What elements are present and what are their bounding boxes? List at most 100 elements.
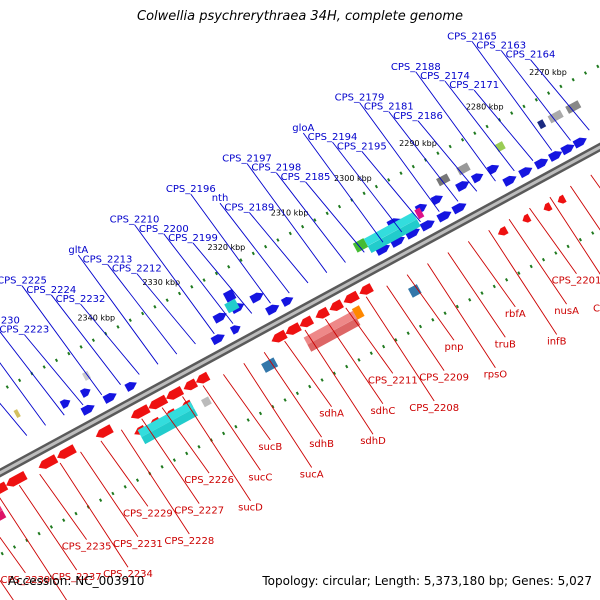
reverse-gene-arrow [183, 378, 199, 391]
guide-dot [123, 485, 127, 489]
gene-block-grey [200, 396, 212, 408]
reverse-gene-arrow [315, 306, 330, 319]
leader-line [0, 497, 68, 600]
forward-gene-arrow [533, 158, 549, 170]
gene-block-orange [351, 305, 365, 320]
gene-block-lime [494, 141, 506, 153]
leader-line [223, 374, 271, 441]
guide-dot [517, 271, 521, 275]
guide-dot [325, 211, 329, 216]
gene-label: CPS_2198 [251, 163, 301, 174]
gene-block-grey [565, 100, 582, 114]
leader-line [549, 196, 600, 275]
leader-line [263, 351, 322, 438]
guide-dot [62, 518, 66, 522]
accession-text: Accession: NC_003910 [8, 574, 145, 588]
gene-label: nth [212, 193, 229, 204]
guide-dot [492, 284, 496, 289]
leader-line [134, 224, 215, 335]
gene-block-salmon [307, 317, 361, 352]
leader-line [192, 242, 253, 314]
gene-label: CPS_2212 [112, 264, 162, 275]
reverse-gene-arrow [130, 404, 151, 419]
guide-dot [79, 345, 83, 349]
guide-dot [578, 237, 582, 242]
gene-label: CPS_2163 [476, 41, 526, 52]
gene-label: CPS_2230 [0, 315, 20, 326]
gene-label: CPS_2165 [447, 31, 497, 42]
forward-gene-arrow [486, 164, 500, 175]
kbp-tick-label: 2310 kbp [271, 209, 309, 218]
guide-dot [596, 64, 600, 69]
gene-label: gloA [292, 123, 314, 134]
gene-label: truB [495, 339, 516, 350]
gene-block-cyan [141, 408, 198, 445]
gene-label: CPS_2201 [552, 276, 600, 287]
leader-line [304, 329, 374, 435]
gene-label: sdhD [360, 436, 386, 447]
gene-block-grey [456, 162, 471, 176]
leader-line [50, 294, 121, 385]
leader-line [80, 451, 139, 538]
leader-line [305, 181, 365, 253]
leader-line [275, 172, 346, 263]
reverse-gene-arrow [195, 371, 211, 384]
leader-line [386, 285, 445, 371]
gene-label: CPS_2171 [449, 80, 499, 91]
guide-dot [74, 511, 78, 516]
leader-line [345, 307, 394, 374]
guide-dot [566, 244, 570, 249]
gene-label: CPS_2189 [224, 202, 274, 213]
leader-line [182, 396, 251, 501]
kbp-tick-label: 2320 kbp [208, 243, 246, 252]
leader-line [365, 296, 435, 402]
gene-block-pink [0, 510, 7, 536]
forward-gene-arrow [470, 173, 484, 184]
guide-dot [5, 385, 9, 389]
gene-label: CPS_2186 [393, 111, 443, 122]
reverse-gene-arrow [557, 194, 567, 204]
guide-dot [222, 431, 226, 436]
guide-dot [49, 525, 53, 529]
forward-gene-arrow [572, 137, 587, 149]
leader-line [447, 252, 506, 338]
leader-line [427, 263, 496, 368]
upper-guide-dots [5, 64, 600, 389]
leader-line [0, 331, 65, 416]
gene-label: CPS_2185 [281, 172, 331, 183]
leader-line [23, 334, 84, 406]
kbp-tick-label: 2280 kbp [466, 103, 504, 112]
guide-dot [185, 451, 189, 456]
leader-line [161, 407, 210, 474]
forward-gene-arrow [436, 211, 452, 223]
guide-dot [251, 251, 255, 256]
forward-gene-arrow [560, 144, 575, 156]
gene-label: CPS_2228 [164, 536, 214, 547]
forward-gene-arrow [280, 297, 294, 307]
gene-label: CPS_2174 [420, 71, 470, 82]
gene-label: CPS_2227 [174, 506, 224, 517]
guide-dot [436, 151, 440, 155]
reverse-gene-arrow [359, 283, 374, 295]
forward-gene-arrow [430, 195, 443, 206]
guide-dot [153, 305, 157, 309]
guide-dot [541, 257, 546, 262]
guide-dot [510, 111, 514, 115]
reverse-gene-arrow [543, 202, 553, 212]
guide-dot [480, 291, 484, 295]
gene-block-steelblue [261, 357, 279, 373]
guide-dot [264, 244, 268, 249]
guide-dot [67, 351, 71, 356]
guide-dot [394, 338, 398, 342]
leader-line [471, 41, 553, 151]
guide-dot [320, 378, 324, 382]
gene-label: CPS_2226 [184, 475, 234, 486]
forward-gene-arrow [102, 392, 117, 404]
gene-label: CPS_2237 [52, 572, 102, 583]
guide-dot [460, 138, 465, 142]
gene-block-steelblue [408, 284, 422, 298]
gene-label: CPS_2164 [506, 50, 556, 61]
guide-dot [172, 458, 176, 462]
guide-dot [308, 384, 312, 389]
